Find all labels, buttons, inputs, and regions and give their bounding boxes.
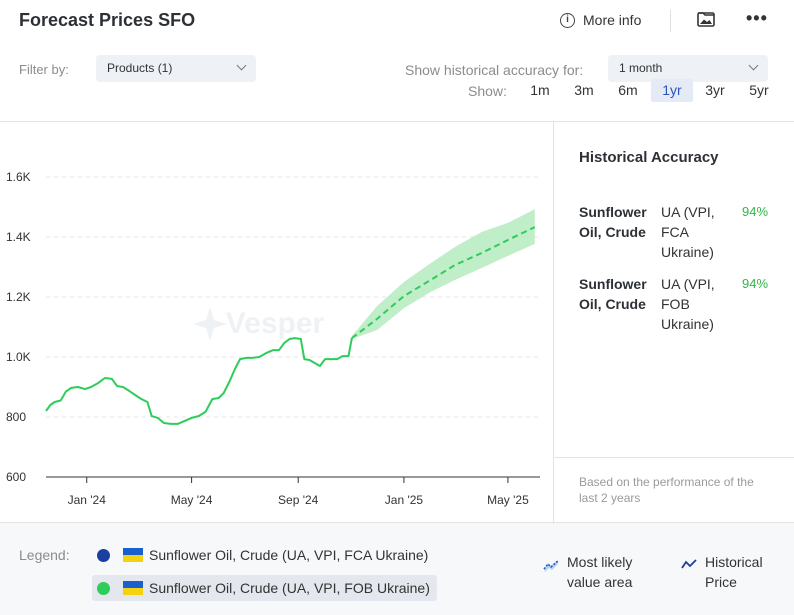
more-options-icon[interactable]: ••• [746, 8, 768, 28]
legend-item-fca[interactable]: Sunflower Oil, Crude (UA, VPI, FCA Ukrai… [92, 542, 435, 568]
accuracy-period-select[interactable]: 1 month [608, 55, 768, 82]
y-tick-label: 1.0K [6, 350, 31, 364]
x-tick-label: Jan '25 [385, 493, 424, 507]
historical-price-key: Historical Price [681, 552, 781, 592]
y-tick-label: 600 [6, 470, 26, 484]
historical-accuracy-panel: Historical Accuracy Sunflower Oil, Crude… [553, 122, 794, 522]
x-tick-label: Sep '24 [278, 493, 319, 507]
products-select-value: Products (1) [107, 61, 173, 75]
more-info-label: More info [583, 12, 642, 28]
historical-price-label: Historical Price [705, 554, 763, 590]
range-5yr-button[interactable]: 5yr [749, 82, 769, 98]
historical-price-icon [681, 559, 697, 569]
chevron-down-icon [748, 60, 759, 71]
most-likely-label: Most likely value area [567, 554, 633, 590]
ukraine-flag-icon [123, 548, 143, 562]
more-info-button[interactable]: i More info [560, 12, 641, 28]
legend-item-label: Sunflower Oil, Crude (UA, VPI, FCA Ukrai… [149, 547, 429, 563]
chevron-down-icon [236, 60, 247, 71]
filter-label: Filter by: [19, 62, 69, 77]
accuracy-product: Sunflower Oil, Crude [579, 276, 647, 312]
forecast-line [351, 226, 536, 339]
legend-item-label: Sunflower Oil, Crude (UA, VPI, FOB Ukrai… [149, 580, 430, 596]
series-color-dot [97, 548, 110, 562]
y-tick-label: 1.4K [6, 230, 31, 244]
most-likely-key: Most likely value area [543, 552, 653, 592]
accuracy-source: UA (VPI, FOB Ukraine) [661, 276, 715, 332]
accuracy-percent: 94% [742, 276, 769, 291]
legend-area: Legend: Sunflower Oil, Crude (UA, VPI, F… [0, 522, 794, 615]
chart-area: Vesper 600 800 1.0K 1.2K 1.4K 1.6K Jan '24 May … [0, 122, 553, 522]
header: Forecast Prices SFO i More info ••• Filt… [0, 0, 794, 122]
y-tick-label: 1.2K [6, 290, 31, 304]
historical-price-line [45, 337, 353, 425]
y-tick-label: 800 [6, 410, 26, 424]
watermark-text: Vesper [226, 307, 325, 340]
legend-label: Legend: [19, 547, 70, 563]
panel-title: Historical Accuracy [579, 149, 719, 166]
range-1yr-button[interactable]: 1yr [651, 79, 693, 102]
accuracy-product: Sunflower Oil, Crude [579, 204, 647, 240]
accuracy-period-value: 1 month [619, 61, 663, 75]
accuracy-footnote: Based on the performance of the last 2 y… [579, 475, 754, 505]
products-select[interactable]: Products (1) [96, 55, 256, 82]
watermark-logo-icon [193, 307, 227, 341]
range-6m-button[interactable]: 6m [618, 82, 638, 98]
y-tick-label: 1.6K [6, 170, 31, 184]
info-icon: i [560, 12, 575, 28]
series-color-dot [97, 581, 110, 595]
header-divider [670, 10, 671, 32]
range-3m-button[interactable]: 3m [574, 82, 594, 98]
x-tick-label: May '25 [487, 493, 529, 507]
range-1m-button[interactable]: 1m [530, 82, 550, 98]
page-title: Forecast Prices SFO [19, 10, 196, 30]
price-chart: Vesper 600 800 1.0K 1.2K 1.4K 1.6K Jan '24 May … [6, 170, 540, 507]
range-3yr-button[interactable]: 3yr [705, 82, 725, 98]
forecast-confidence-band [351, 209, 535, 339]
most-likely-area-icon [543, 560, 559, 572]
x-tick-label: May '24 [171, 493, 213, 507]
panel-divider [554, 457, 794, 458]
ukraine-flag-icon [123, 581, 143, 595]
accuracy-percent: 94% [742, 204, 769, 219]
accuracy-source: UA (VPI, FCA Ukraine) [661, 204, 715, 260]
show-label: Show: [468, 83, 507, 99]
legend-item-fob[interactable]: Sunflower Oil, Crude (UA, VPI, FOB Ukrai… [92, 575, 437, 601]
image-export-icon[interactable] [697, 11, 715, 32]
x-tick-label: Jan '24 [68, 493, 107, 507]
accuracy-label: Show historical accuracy for: [405, 62, 584, 78]
